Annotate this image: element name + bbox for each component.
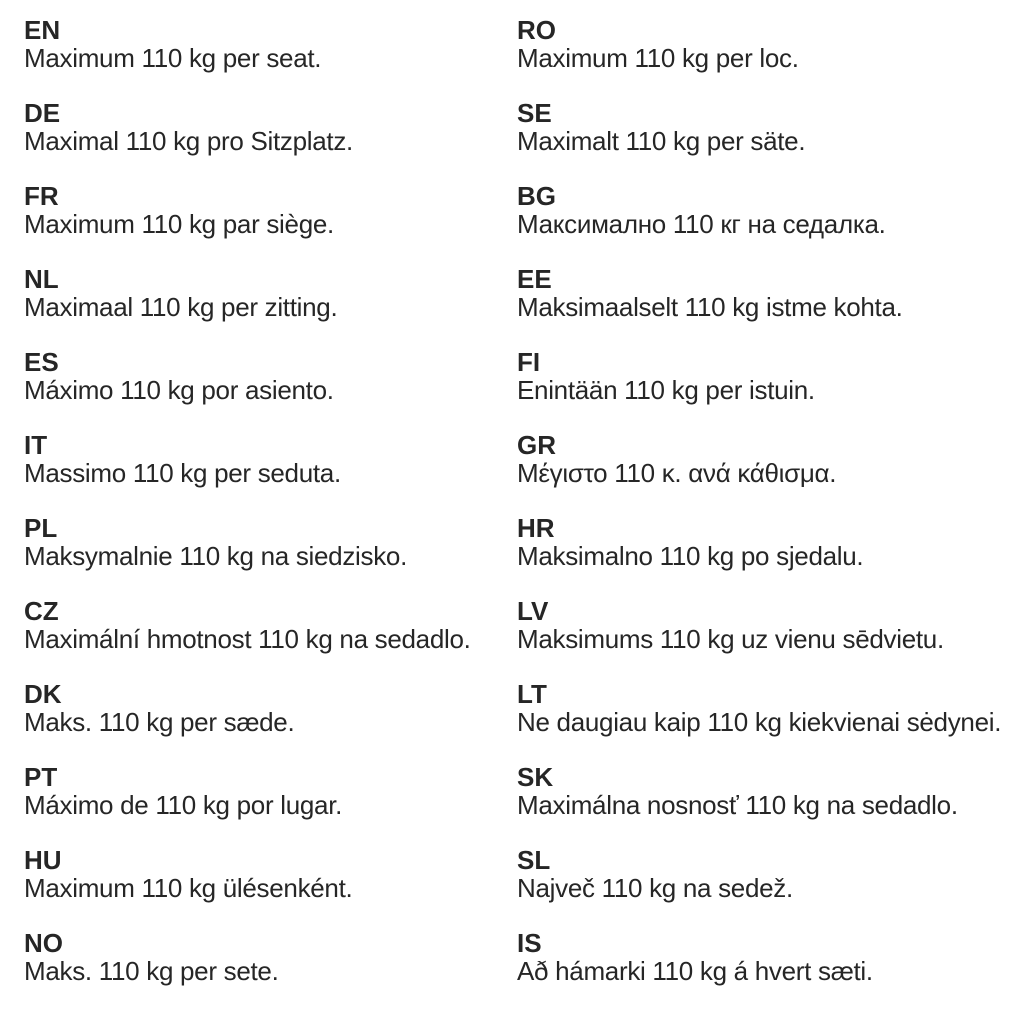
language-code-ro: RO [517,15,556,45]
translation-entry-hr: HR Maksimalno 110 kg po sjedalu. [517,514,1001,571]
translation-text-se: Maximalt 110 kg per säte. [517,126,806,156]
translation-entry-es: ES Máximo 110 kg por asiento. [24,348,517,405]
translation-text-no: Maks. 110 kg per sete. [24,956,279,986]
translation-entry-sl: SL Največ 110 kg na sedež. [517,846,1001,903]
translation-entry-lv: LV Maksimums 110 kg uz vienu sēdvietu. [517,597,1001,654]
language-code-pt: PT [24,762,58,792]
translation-text-it: Massimo 110 kg per seduta. [24,458,341,488]
translation-entry-fi: FI Enintään 110 kg per istuin. [517,348,1001,405]
language-code-ee: EE [517,264,552,294]
right-column: RO Maximum 110 kg per loc. SE Maximalt 1… [517,16,1001,1012]
translation-text-en: Maximum 110 kg per seat. [24,43,322,73]
translation-text-es: Máximo 110 kg por asiento. [24,375,334,405]
translation-entry-de: DE Maximal 110 kg pro Sitzplatz. [24,99,517,156]
translation-text-sl: Največ 110 kg na sedež. [517,873,793,903]
translation-text-gr: Μέγιστο 110 κ. ανά κάθισμα. [517,458,837,488]
translation-entry-se: SE Maximalt 110 kg per säte. [517,99,1001,156]
translation-entry-no: NO Maks. 110 kg per sete. [24,929,517,986]
language-code-sk: SK [517,762,554,792]
translation-entry-en: EN Maximum 110 kg per seat. [24,16,517,73]
translation-text-hr: Maksimalno 110 kg po sjedalu. [517,541,864,571]
language-code-no: NO [24,928,63,958]
translation-columns: EN Maximum 110 kg per seat. DE Maximal 1… [24,16,1001,1012]
translation-entry-fr: FR Maximum 110 kg par siège. [24,182,517,239]
language-code-fr: FR [24,181,59,211]
translation-text-bg: Максимално 110 кг на седалка. [517,209,886,239]
translation-entry-is: IS Að hámarki 110 kg á hvert sæti. [517,929,1001,986]
language-code-en: EN [24,15,61,45]
language-code-se: SE [517,98,552,128]
translation-entry-bg: BG Максимално 110 кг на седалка. [517,182,1001,239]
translation-text-sk: Maximálna nosnosť 110 kg na sedadlo. [517,790,958,820]
translation-text-lv: Maksimums 110 kg uz vienu sēdvietu. [517,624,944,654]
language-code-pl: PL [24,513,58,543]
language-code-nl: NL [24,264,59,294]
language-code-hu: HU [24,845,62,875]
language-code-lv: LV [517,596,549,626]
translation-entry-ro: RO Maximum 110 kg per loc. [517,16,1001,73]
translation-text-nl: Maximaal 110 kg per zitting. [24,292,338,322]
translation-text-pt: Máximo de 110 kg por lugar. [24,790,343,820]
translation-text-dk: Maks. 110 kg per sæde. [24,707,295,737]
translation-entry-dk: DK Maks. 110 kg per sæde. [24,680,517,737]
translation-entry-lt: LT Ne daugiau kaip 110 kg kiekvienai sėd… [517,680,1001,737]
language-code-lt: LT [517,679,547,709]
translation-text-lt: Ne daugiau kaip 110 kg kiekvienai sėdyne… [517,707,1002,737]
translation-entry-pl: PL Maksymalnie 110 kg na siedzisko. [24,514,517,571]
translation-text-pl: Maksymalnie 110 kg na siedzisko. [24,541,407,571]
translation-entry-sk: SK Maximálna nosnosť 110 kg na sedadlo. [517,763,1001,820]
language-code-es: ES [24,347,59,377]
language-code-cz: CZ [24,596,59,626]
translation-text-fi: Enintään 110 kg per istuin. [517,375,815,405]
language-code-is: IS [517,928,542,958]
translation-text-cz: Maximální hmotnost 110 kg na sedadlo. [24,624,471,654]
translation-entry-hu: HU Maximum 110 kg ülésenként. [24,846,517,903]
translation-entry-cz: CZ Maximální hmotnost 110 kg na sedadlo. [24,597,517,654]
left-column: EN Maximum 110 kg per seat. DE Maximal 1… [24,16,517,1012]
translation-entry-nl: NL Maximaal 110 kg per zitting. [24,265,517,322]
language-code-de: DE [24,98,61,128]
language-code-gr: GR [517,430,556,460]
translation-entry-it: IT Massimo 110 kg per seduta. [24,431,517,488]
language-code-it: IT [24,430,48,460]
translation-text-fr: Maximum 110 kg par siège. [24,209,334,239]
translation-text-is: Að hámarki 110 kg á hvert sæti. [517,956,873,986]
language-code-bg: BG [517,181,556,211]
translation-text-ee: Maksimaalselt 110 kg istme kohta. [517,292,903,322]
translation-entry-gr: GR Μέγιστο 110 κ. ανά κάθισμα. [517,431,1001,488]
translation-text-ro: Maximum 110 kg per loc. [517,43,799,73]
translation-entry-pt: PT Máximo de 110 kg por lugar. [24,763,517,820]
language-code-sl: SL [517,845,551,875]
translation-entry-ee: EE Maksimaalselt 110 kg istme kohta. [517,265,1001,322]
language-code-dk: DK [24,679,62,709]
translation-text-hu: Maximum 110 kg ülésenként. [24,873,353,903]
translation-text-de: Maximal 110 kg pro Sitzplatz. [24,126,353,156]
language-code-fi: FI [517,347,541,377]
language-code-hr: HR [517,513,555,543]
